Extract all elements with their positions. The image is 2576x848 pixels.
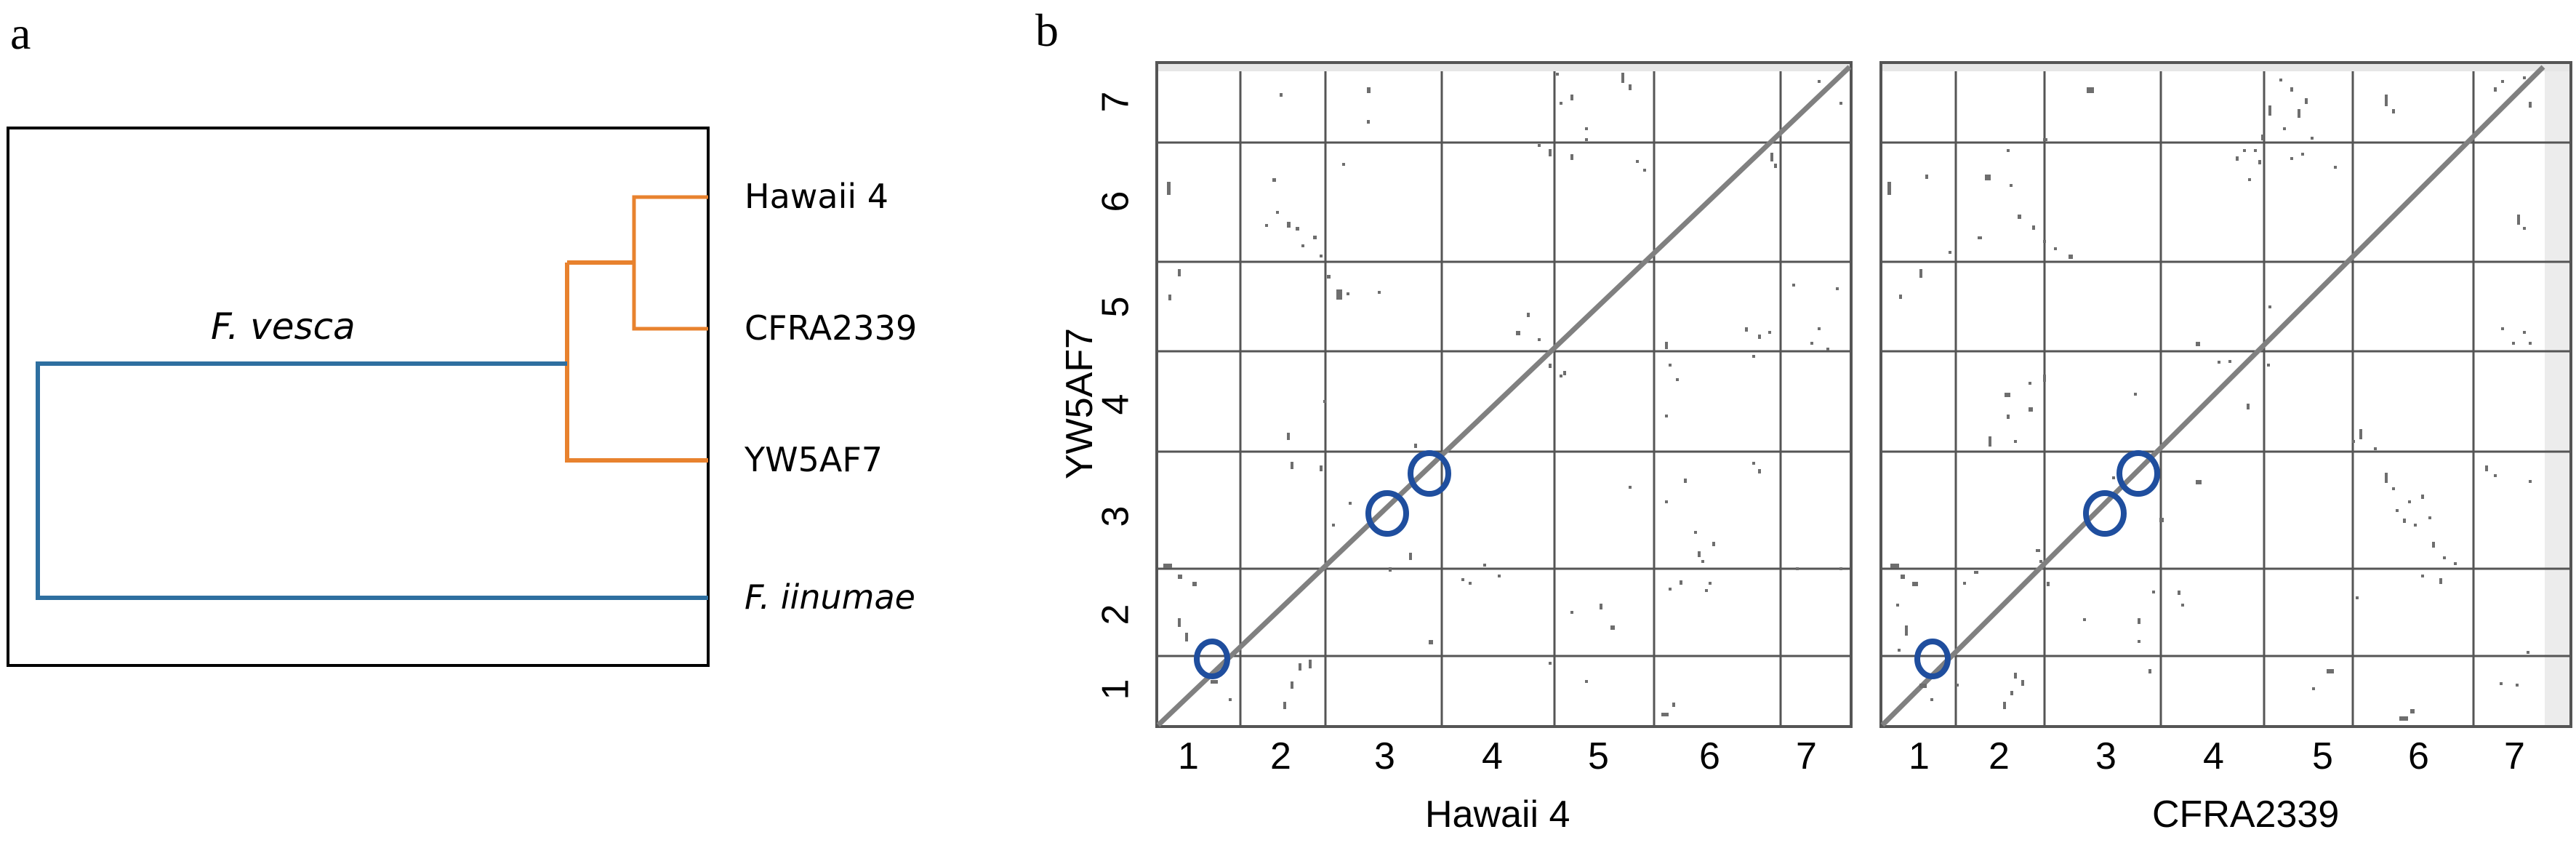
panel-a-letter: a [10, 7, 31, 59]
x-tick-2: 2 [1270, 735, 1291, 777]
vesca-clade-branches [565, 195, 708, 463]
x-axis-title-right: CFRA2339 [2152, 793, 2340, 836]
y-tick-4: 4 [1094, 393, 1137, 415]
y-tick-2: 2 [1094, 604, 1137, 625]
x-tick-4: 4 [2203, 735, 2224, 777]
x-tick-6: 6 [2408, 735, 2429, 777]
x-tick-4: 4 [1482, 735, 1503, 777]
x-tick-3: 3 [2095, 735, 2116, 777]
dotplot-hawaii4 [1155, 61, 1853, 728]
panel-b-letter: b [1035, 4, 1059, 56]
y-tick-6: 6 [1094, 191, 1137, 212]
y-tick-1: 1 [1094, 679, 1137, 700]
tree-frame [7, 127, 710, 667]
x-tick-5: 5 [1588, 735, 1609, 777]
y-tick-3: 3 [1094, 505, 1137, 527]
x-axis-title-left: Hawaii 4 [1425, 793, 1570, 836]
inversion-highlights-right [1914, 450, 2160, 679]
outgroup-branches [36, 361, 708, 600]
dotplot-cfra2339 [1879, 61, 2572, 728]
leaf-label-iinumae: F. iinumae [745, 577, 915, 617]
x-tick-1: 1 [1178, 735, 1199, 777]
x-tick-2: 2 [1989, 735, 2010, 777]
leaf-label-hawaii4: Hawaii 4 [745, 177, 889, 216]
y-tick-5: 5 [1094, 296, 1137, 318]
leaf-label-yw5af7: YW5AF7 [745, 440, 883, 479]
x-tick-5: 5 [2312, 735, 2333, 777]
inversion-highlights-left [1194, 450, 1451, 679]
x-tick-1: 1 [1909, 735, 1930, 777]
clade-label-vesca: F. vesca [211, 305, 356, 348]
leaf-label-cfra2339: CFRA2339 [745, 308, 918, 348]
x-tick-3: 3 [1374, 735, 1395, 777]
x-tick-7: 7 [2504, 735, 2525, 777]
x-tick-6: 6 [1699, 735, 1720, 777]
x-tick-7: 7 [1796, 735, 1817, 777]
y-tick-7: 7 [1094, 91, 1137, 113]
